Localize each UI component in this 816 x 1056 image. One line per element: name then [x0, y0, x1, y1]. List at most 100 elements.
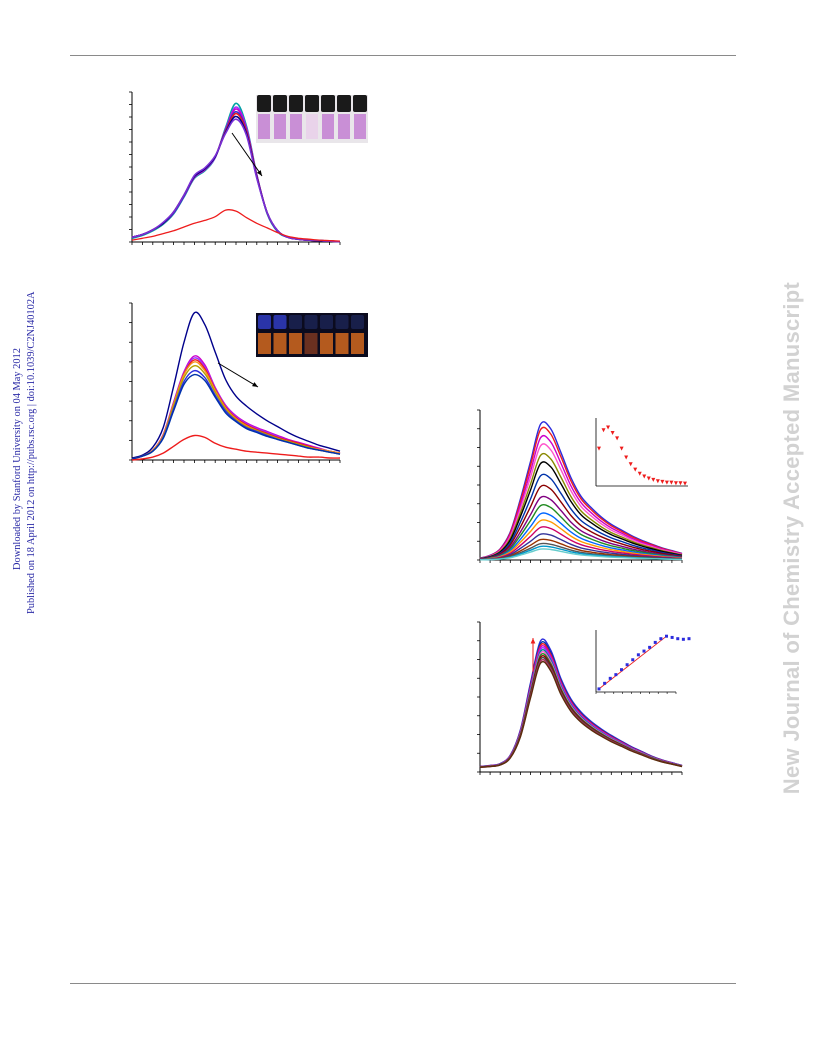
t1-series-line	[479, 473, 683, 560]
bottom-rule	[70, 983, 736, 984]
t1-inset-point	[642, 474, 647, 479]
em-series-line	[131, 311, 341, 459]
uv-vial-glow	[289, 333, 302, 354]
t2-inset-fit-line	[598, 635, 667, 690]
t1-inset-point	[646, 476, 651, 481]
t1-inset-point	[597, 446, 601, 451]
t2-inset-point	[681, 637, 685, 641]
t1-series-line	[479, 512, 683, 561]
em-series-line	[131, 434, 341, 461]
t1-series-line	[479, 495, 683, 560]
t2-inset-point	[631, 658, 635, 662]
abs-arrow	[231, 132, 263, 177]
uv-vial-cap	[320, 315, 333, 329]
t1-inset-point	[651, 477, 656, 482]
t1-inset-point	[664, 480, 669, 485]
accepted-manuscript-watermark: New Journal of Chemistry Accepted Manusc…	[779, 281, 804, 795]
t1-inset-point	[610, 430, 615, 435]
t1-series-line	[479, 504, 683, 560]
t2-inset-point	[670, 635, 674, 639]
t1-inset-point	[637, 471, 642, 476]
t1-inset-point	[673, 481, 678, 486]
t2-inset-point	[636, 653, 640, 657]
abs-series-line	[131, 118, 341, 243]
t1-inset-point	[619, 446, 624, 451]
t2-series-line	[479, 660, 683, 768]
vial-cap	[353, 95, 367, 112]
t1-series-line	[479, 452, 683, 560]
vial-body	[354, 114, 366, 139]
download-notice[interactable]: Downloaded by Stanford University on 04 …	[11, 291, 39, 614]
uv-vial-glow	[258, 333, 271, 354]
doi-line[interactable]: Published on 18 April 2012 on http://pub…	[26, 291, 37, 614]
t1-series-line	[479, 461, 683, 560]
t2-series-line	[479, 650, 683, 768]
t2-series-line	[479, 644, 683, 768]
t1-series-line	[479, 548, 683, 561]
em-series-line	[131, 355, 341, 460]
absorption-chart	[129, 91, 368, 245]
t1-series-line	[479, 443, 683, 560]
uv-vial-glow	[351, 333, 364, 354]
t2-series-line	[479, 648, 683, 768]
uv-vials-photo	[256, 313, 368, 357]
t1-inset-point	[669, 480, 674, 485]
t1-inset-point	[655, 479, 660, 484]
t1-inset-point	[624, 455, 629, 460]
t2-inset-point	[620, 668, 623, 672]
t2-inset-point	[648, 645, 652, 649]
vial-body	[290, 114, 302, 139]
vial-body	[322, 114, 334, 139]
em-series-line	[131, 357, 341, 460]
uv-vial-glow	[335, 333, 349, 354]
vial-body	[274, 114, 286, 139]
t2-inset-point	[653, 640, 657, 644]
em-series-line	[131, 359, 341, 460]
t1-series-line	[479, 484, 683, 560]
t2-inset-point	[614, 673, 618, 677]
emission-chart	[129, 302, 368, 463]
vial-body	[306, 114, 318, 139]
t1-series-line	[479, 519, 683, 561]
t2-inset-point	[659, 637, 663, 641]
titration-enhance-figure	[470, 612, 700, 787]
emission-figure	[120, 295, 380, 475]
t2-increase-arrow-head	[530, 638, 536, 644]
vial-cap	[321, 95, 335, 112]
t2-inset-point	[608, 676, 612, 680]
t1-inset-point	[683, 481, 687, 486]
t1-inset-point	[606, 425, 611, 430]
t2-series-line	[479, 646, 683, 768]
uv-vial-glow	[273, 333, 287, 354]
titration-enhance-chart	[477, 621, 691, 775]
uv-vial-glow	[304, 333, 318, 354]
t2-series-line	[479, 638, 683, 768]
t2-inset-point	[676, 637, 680, 641]
vial-cap	[305, 95, 319, 112]
t2-series-line	[479, 652, 683, 768]
t1-inset-point	[633, 467, 638, 472]
abs-arrow-head	[256, 170, 262, 176]
titration-quench-chart	[477, 409, 688, 563]
uv-vial-cap	[351, 315, 364, 329]
em-series-line	[131, 373, 341, 460]
t2-series-line	[479, 640, 683, 768]
t2-inset-point	[642, 649, 646, 653]
t2-inset-point	[603, 681, 607, 685]
vial-body	[338, 114, 350, 139]
abs-series-line	[131, 209, 341, 242]
t2-inset-point	[597, 687, 601, 691]
t1-inset-point	[678, 481, 683, 486]
t1-inset-point	[628, 462, 633, 467]
t1-inset-point	[660, 479, 665, 484]
uv-vial-glow	[320, 333, 333, 354]
t2-inset-point	[625, 663, 629, 667]
uv-vial-cap	[273, 315, 287, 329]
em-arrow	[217, 362, 259, 388]
em-arrow-head	[252, 382, 258, 387]
t2-inset-point	[687, 637, 691, 641]
titration-quench-figure	[470, 400, 700, 575]
t1-series-line	[479, 526, 683, 561]
uv-vial-cap	[289, 315, 302, 329]
em-series-line	[131, 361, 341, 460]
